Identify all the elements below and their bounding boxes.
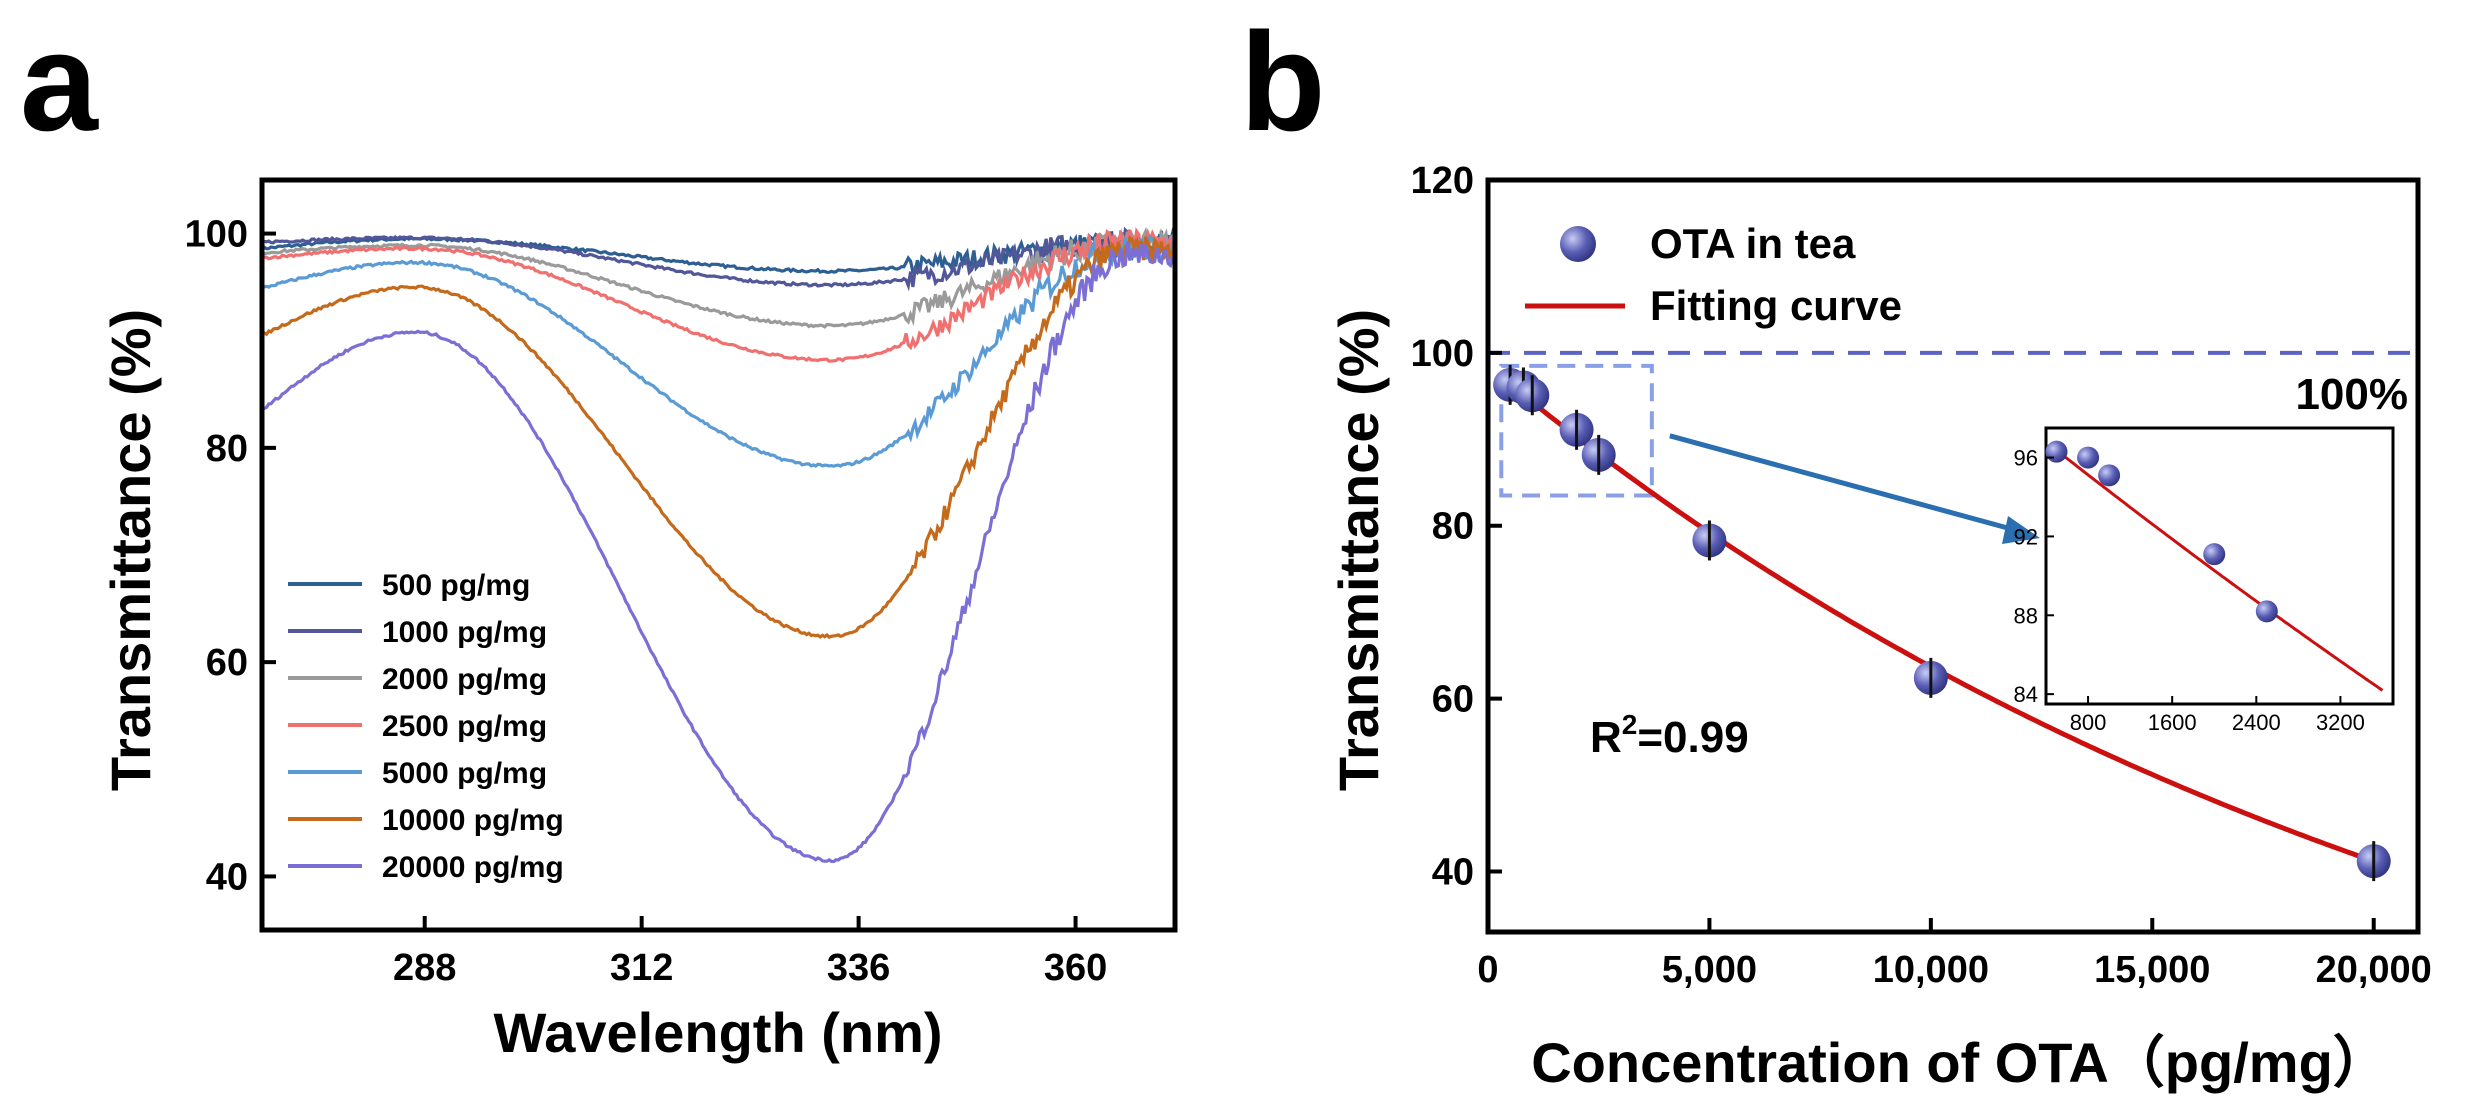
- chart-a-legend: 500 pg/mg 1000 pg/mg 2000 pg/mg 2500 pg/mg 5…: [288, 569, 564, 884]
- chart-b-y-ticks: 40 60 80 100 120: [1411, 160, 1502, 893]
- chart-b-x-tick-label: 15,000: [2094, 949, 2210, 991]
- chart-a-legend-label: 2000 pg/mg: [382, 663, 547, 696]
- panel-a-label: a: [20, 3, 99, 160]
- chart-b-x-axis-title: Concentration of OTA（pg/mg）: [1531, 1031, 2389, 1094]
- chart-b-r2-annotation: R2=0.99: [1590, 709, 1749, 762]
- chart-a-series-line: [261, 233, 1177, 468]
- chart-a-y-ticks: 40 60 80 100: [185, 214, 276, 898]
- chart-a-x-axis-title: Wavelength (nm): [493, 1001, 942, 1064]
- chart-a-series-group: [260, 226, 1177, 864]
- chart-b-inset-x-tick-label: 800: [2070, 710, 2107, 735]
- chart-b-legend-points-label: OTA in tea: [1650, 220, 1856, 267]
- chart-a-plot-frame: [259, 177, 1178, 933]
- chart-b-inset-y-tick-label: 88: [2014, 603, 2038, 628]
- chart-b-y-tick-label: 60: [1432, 679, 1474, 721]
- chart-a-x-tick-label: 360: [1044, 947, 1107, 989]
- chart-a-legend-label: 5000 pg/mg: [382, 757, 547, 790]
- chart-a-y-tick-label: 60: [206, 642, 248, 684]
- chart-b-inset-point: [2255, 600, 2278, 623]
- chart-b: 100% 0 5,000 10,000 15,000 20,000 40 60 80 100 1…: [1327, 160, 2432, 1094]
- chart-b-inset-fit-curve: [2055, 449, 2384, 692]
- chart-a-series-line: [261, 242, 1177, 864]
- panel-b-label: b: [1240, 3, 1326, 160]
- chart-b-y-axis-title: Transmittance (%): [1327, 309, 1390, 791]
- chart-a-y-tick-label: 40: [206, 856, 248, 898]
- chart-a-legend-label: 20000 pg/mg: [382, 851, 564, 884]
- chart-b-inset-x-tick-label: 3200: [2316, 710, 2365, 735]
- chart-a-legend-label: 500 pg/mg: [382, 569, 530, 602]
- chart-b-zoom-arrow: [1669, 433, 2016, 533]
- chart-b-inset-point: [2077, 446, 2100, 469]
- chart-b-zoom-arrow-head: [2002, 516, 2040, 544]
- chart-b-inset-point: [2045, 440, 2068, 463]
- chart-b-y-tick-label: 100: [1411, 333, 1474, 375]
- r2-value: =0.99: [1637, 713, 1748, 762]
- chart-b-inset-y-tick-label: 92: [2014, 524, 2038, 549]
- chart-b-x-ticks: 0 5,000 10,000 15,000 20,000: [1477, 918, 2432, 991]
- chart-b-legend-fit-label: Fitting curve: [1650, 282, 1902, 329]
- chart-a-series-line: [261, 227, 1177, 363]
- chart-b-inset-y-tick-label: 84: [2014, 682, 2038, 707]
- chart-a-y-tick-label: 100: [185, 214, 248, 256]
- chart-a-legend-label: 1000 pg/mg: [382, 616, 547, 649]
- chart-b-y-tick-label: 120: [1411, 160, 1474, 202]
- chart-a-x-tick-label: 336: [827, 947, 890, 989]
- chart-a-y-axis-title: Transmittance (%): [99, 309, 162, 791]
- chart-b-inset-y-tick-label: 96: [2014, 446, 2038, 471]
- chart-b-inset: 800 1600 2400 3200 84 88 92 96: [2014, 426, 2395, 735]
- chart-b-reference-label: 100%: [2295, 370, 2408, 419]
- chart-b-x-tick-label: 0: [1477, 949, 1498, 991]
- chart-a-y-tick-label: 80: [206, 428, 248, 470]
- chart-b-x-tick-label: 5,000: [1662, 949, 1757, 991]
- chart-a-legend-label: 2500 pg/mg: [382, 710, 547, 743]
- chart-a: 288 312 336 360 40 60 80 100 500 pg/mg 1000 pg/…: [99, 177, 1178, 1064]
- chart-b-y-tick-label: 80: [1432, 506, 1474, 548]
- chart-a-x-tick-label: 288: [393, 947, 456, 989]
- chart-b-x-tick-label: 20,000: [2316, 949, 2432, 991]
- chart-b-inset-x-tick-label: 1600: [2148, 710, 2197, 735]
- chart-b-inset-content: 800 1600 2400 3200 84 88 92 96: [2014, 440, 2384, 735]
- chart-a-series-line: [261, 234, 1177, 639]
- chart-b-inset-point: [2203, 543, 2226, 566]
- chart-b-y-tick-label: 40: [1432, 851, 1474, 893]
- chart-b-legend-point-marker: [1560, 226, 1596, 262]
- chart-b-x-tick-label: 10,000: [1873, 949, 1989, 991]
- chart-a-legend-label: 10000 pg/mg: [382, 804, 564, 837]
- r2-sup: 2: [1622, 709, 1638, 740]
- chart-b-points-group: [1493, 364, 2391, 882]
- chart-b-plot-frame: [1485, 177, 2421, 935]
- r2-r: R: [1590, 713, 1622, 762]
- chart-a-x-tick-label: 312: [610, 947, 673, 989]
- chart-b-inset-point: [2098, 464, 2121, 487]
- chart-a-series-line: [261, 226, 1177, 292]
- chart-a-x-ticks: 288 312 336 360: [393, 916, 1107, 989]
- chart-b-inset-x-tick-label: 2400: [2232, 710, 2281, 735]
